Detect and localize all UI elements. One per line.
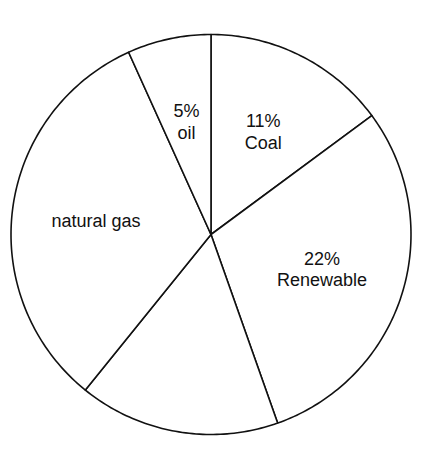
svg-text:22%Renewable: 22%Renewable — [277, 249, 367, 291]
svg-text:5%oil: 5%oil — [174, 101, 200, 143]
svg-text:natural gas: natural gas — [51, 211, 140, 231]
svg-text:11%Coal: 11%Coal — [245, 111, 282, 153]
